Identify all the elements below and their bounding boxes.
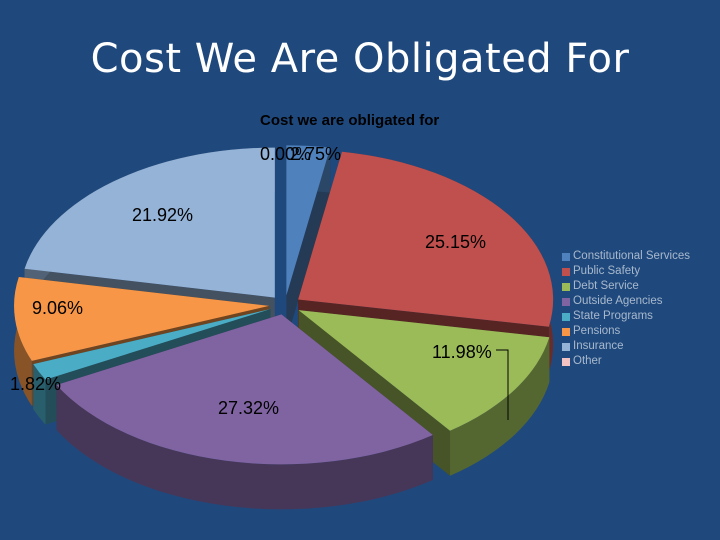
legend-item: Debt Service xyxy=(562,279,690,294)
slice-constitutional-services xyxy=(286,145,331,296)
legend-swatch xyxy=(562,357,570,366)
legend-swatch xyxy=(562,267,570,276)
leader-line xyxy=(496,349,509,420)
slice-state-programs xyxy=(33,309,271,380)
data-label-6: 21.92% xyxy=(132,205,193,225)
legend-item: Other xyxy=(562,354,690,369)
legend-item: Insurance xyxy=(562,339,690,354)
slice-insurance xyxy=(24,147,275,298)
data-label-4: 1.82% xyxy=(10,374,61,394)
legend-swatch xyxy=(562,297,570,306)
legend-item: Outside Agencies xyxy=(562,294,690,309)
data-label-1: 25.15% xyxy=(425,232,486,252)
legend-item: Pensions xyxy=(562,324,690,339)
data-label-0: 2.75% xyxy=(290,144,341,164)
legend-label: Pensions xyxy=(573,325,621,337)
chart-title: Cost we are obligated for xyxy=(260,112,440,129)
legend-item: Public Safety xyxy=(562,264,690,279)
slice-outside-agencies xyxy=(56,314,433,465)
legend-label: Outside Agencies xyxy=(573,295,663,307)
legend-label: Insurance xyxy=(573,340,624,352)
pie-tops xyxy=(14,145,554,465)
legend-swatch xyxy=(562,312,570,321)
slice-pensions xyxy=(14,277,270,361)
legend-label: Other xyxy=(573,355,602,367)
legend-label: Public Safety xyxy=(573,265,641,277)
data-labels: 2.75% 25.15% 11.98% 27.32% 1.82% 9.06% 21.92% 0… xyxy=(10,144,509,420)
legend-label: Debt Service xyxy=(573,280,639,292)
slice-side-4 xyxy=(33,364,46,425)
legend-swatch xyxy=(562,342,570,351)
legend-item: Constitutional Services xyxy=(562,249,690,264)
slice-side-2 xyxy=(450,337,550,476)
legend-swatch xyxy=(562,252,570,261)
slice-side-3 xyxy=(56,384,433,510)
data-label-5: 9.06% xyxy=(32,298,83,318)
legend-swatch xyxy=(562,327,570,336)
slice-wall-0-1 xyxy=(286,147,331,341)
legend: Constitutional Services Public Safety Debt… xyxy=(562,249,690,369)
legend-label: Constitutional Services xyxy=(573,250,690,262)
slice-public-safety xyxy=(298,151,554,327)
data-label-2: 11.98% xyxy=(432,342,492,362)
data-label-7: 0.00% xyxy=(260,144,311,164)
legend-item: State Programs xyxy=(562,309,690,324)
legend-swatch xyxy=(562,282,570,291)
slice-debt-service xyxy=(298,310,550,431)
slide-title: Cost We Are Obligated For xyxy=(90,36,630,82)
data-label-3: 27.32% xyxy=(218,398,279,418)
legend-label: State Programs xyxy=(573,310,653,322)
